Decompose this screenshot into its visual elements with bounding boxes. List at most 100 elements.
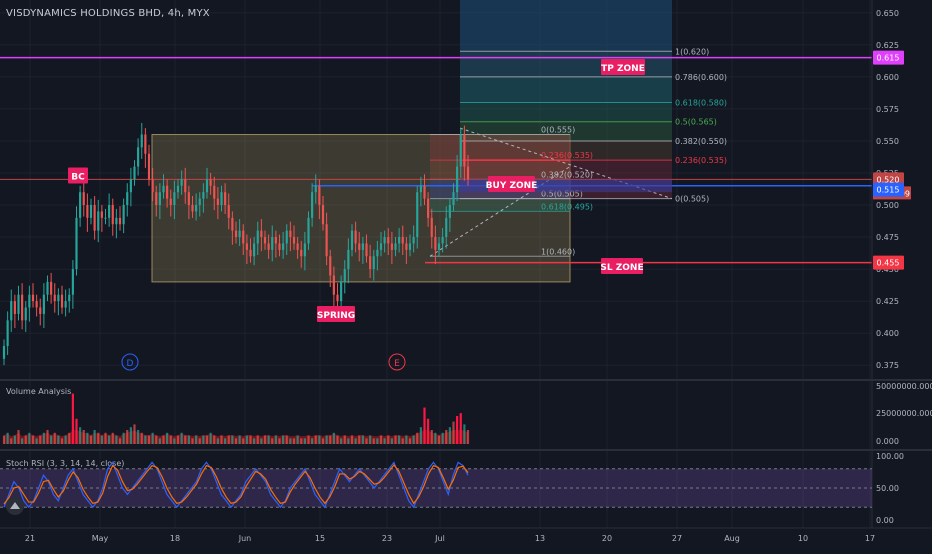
volume-bar: [318, 435, 321, 444]
volume-bar: [100, 435, 103, 444]
sl-price-label-bg: [873, 255, 904, 270]
candle-body: [361, 243, 364, 250]
bc-label-bg: [68, 167, 88, 184]
volume-bar: [31, 435, 35, 444]
candle-body: [79, 192, 82, 218]
candle-body: [405, 243, 408, 250]
stoch-band: [0, 468, 872, 508]
volume-bar: [448, 427, 451, 444]
candle-body: [39, 307, 42, 314]
current-price-label: 0.520: [877, 175, 900, 184]
candle-body: [108, 205, 111, 218]
fib-left-label: 0.382(0.520): [541, 170, 593, 179]
volume-bar: [412, 435, 415, 444]
candle-body: [372, 256, 375, 270]
price-tick-label: 0.475: [876, 233, 899, 242]
candle-body: [82, 192, 85, 206]
volume-bar: [93, 429, 96, 444]
candle-body: [64, 301, 67, 308]
volume-bar: [104, 432, 107, 444]
fib-left-label: 0(0.555): [541, 126, 575, 135]
volume-tick-label: 25000000.000: [876, 409, 932, 418]
volume-bar: [205, 435, 209, 444]
candle-body: [50, 281, 53, 295]
candle-body: [394, 243, 397, 250]
volume-bar: [321, 438, 325, 444]
volume-bar: [60, 438, 64, 444]
candle-body: [336, 294, 339, 302]
candle-body: [416, 192, 419, 238]
candle-body: [97, 211, 100, 231]
volume-bar: [249, 435, 252, 444]
volume-bar: [434, 432, 437, 444]
stoch-k-line: [3, 461, 469, 509]
volume-bar: [394, 435, 397, 444]
candle-body: [256, 230, 259, 244]
candle-body: [24, 307, 27, 321]
volume-bar: [325, 435, 328, 444]
candle-body: [376, 249, 379, 257]
fib-right-label: 0(0.505): [675, 195, 709, 204]
volume-bar: [13, 435, 16, 444]
volume-bar: [28, 432, 31, 444]
candle-body: [166, 185, 169, 199]
candle-body: [289, 230, 292, 238]
candle-body: [459, 134, 462, 167]
candle-body: [104, 217, 107, 219]
volume-bar: [162, 435, 165, 444]
candle-body: [213, 185, 216, 199]
volume-bar: [10, 438, 13, 444]
candle-body: [245, 243, 248, 250]
tp-price-label: 0.615: [877, 54, 900, 63]
fib-right-label: 0.618(0.580): [675, 99, 727, 108]
candle-body: [267, 243, 270, 250]
candle-body: [6, 320, 9, 346]
candle-body: [198, 198, 201, 206]
volume-bar: [195, 435, 198, 444]
candle-body: [100, 211, 103, 218]
fib-left-label: 1(0.460): [541, 247, 575, 256]
volume-bar: [46, 429, 49, 444]
candle-body: [216, 198, 219, 206]
candle-body: [35, 301, 38, 308]
volume-bar: [430, 429, 433, 444]
candle-body: [311, 192, 314, 218]
volume-bar: [53, 432, 56, 444]
tp-zone-label: TP ZONE: [601, 64, 645, 74]
candle-body: [42, 294, 45, 314]
price-axis-bg: [872, 0, 932, 550]
price-tick-label: 0.600: [876, 73, 899, 82]
price-tick-label: 0.425: [876, 297, 899, 306]
time-tick-label: Aug: [724, 534, 740, 543]
volume-bar: [274, 435, 277, 444]
stoch-d-line: [3, 463, 469, 505]
volume-bar: [311, 438, 314, 444]
stoch-tick-label: 50.00: [876, 484, 899, 493]
volume-bar: [459, 413, 462, 444]
candle-body: [71, 269, 74, 295]
candle-body: [408, 243, 412, 250]
buy-price-label-bg: [873, 182, 904, 197]
volume-bar: [354, 438, 357, 444]
volume-bar: [213, 435, 216, 444]
candle-body: [126, 192, 129, 206]
candle-body: [354, 230, 357, 244]
volume-bar: [227, 435, 230, 444]
marker-e: E: [394, 359, 400, 369]
fib-right-label: 1(0.620): [675, 47, 709, 56]
candle-body: [369, 256, 372, 270]
candle-body: [412, 237, 415, 244]
candle-body: [398, 237, 401, 244]
time-tick-label: May: [92, 534, 109, 543]
volume-bar: [79, 427, 82, 444]
volume-bar: [267, 435, 270, 444]
candle-body: [17, 294, 20, 314]
volume-bar: [408, 438, 412, 444]
volume-bar: [216, 438, 219, 444]
volume-bar: [24, 435, 27, 444]
candle-body: [282, 243, 285, 250]
volume-bar: [387, 435, 390, 444]
tradingview-logo-mark: [10, 502, 20, 509]
